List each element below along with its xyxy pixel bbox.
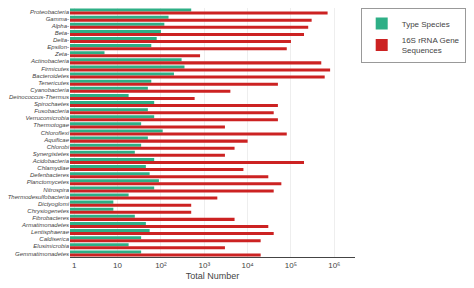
svg-text:Spirochaetes: Spirochaetes <box>34 101 69 107</box>
svg-text:Actinobacteria: Actinobacteria <box>30 58 70 64</box>
svg-text:Fibrobacteres: Fibrobacteres <box>32 215 69 221</box>
svg-text:Proteobacteria: Proteobacteria <box>30 9 70 15</box>
svg-text:Elusimicrobia: Elusimicrobia <box>33 243 69 249</box>
svg-text:Gamma-: Gamma- <box>46 16 69 22</box>
svg-text:Tenericutes: Tenericutes <box>38 80 69 86</box>
svg-text:Total Number: Total Number <box>186 271 240 281</box>
svg-text:Defenbacteres: Defenbacteres <box>30 172 69 178</box>
svg-text:Aquificae: Aquificae <box>43 137 69 143</box>
svg-text:Chloroflexi: Chloroflexi <box>41 130 70 136</box>
svg-text:Delta-: Delta- <box>53 37 69 43</box>
svg-text:Alpha-: Alpha- <box>51 23 69 29</box>
svg-text:Cyanobacteria: Cyanobacteria <box>30 87 69 93</box>
svg-text:10³: 10³ <box>198 261 210 270</box>
svg-text:10²: 10² <box>155 261 167 270</box>
svg-text:Planctomycetes: Planctomycetes <box>27 179 69 185</box>
svg-text:Thermodesulfobacteria: Thermodesulfobacteria <box>8 194 70 200</box>
svg-text:Dictyoglomi: Dictyoglomi <box>38 201 70 207</box>
svg-text:Lentisphaerae: Lentisphaerae <box>31 229 70 235</box>
svg-text:Deinococcus-Thermus: Deinococcus-Thermus <box>9 94 69 100</box>
svg-text:Acidobacteria: Acidobacteria <box>32 158 70 164</box>
svg-text:10⁴: 10⁴ <box>241 261 254 270</box>
svg-text:Caldiserica: Caldiserica <box>39 236 69 242</box>
svg-text:10⁵: 10⁵ <box>285 261 297 270</box>
svg-text:Firmicutes: Firmicutes <box>41 66 69 72</box>
svg-text:10⁶: 10⁶ <box>328 261 340 270</box>
svg-text:Verrucomicrobia: Verrucomicrobia <box>26 115 70 121</box>
svg-text:Zeta-: Zeta- <box>54 51 69 57</box>
svg-text:Chlorobi: Chlorobi <box>47 144 70 150</box>
svg-text:Beta-: Beta- <box>55 30 69 36</box>
svg-text:Armatimonadetes: Armatimonadetes <box>21 222 69 228</box>
svg-text:Chlamydiae: Chlamydiae <box>37 165 69 171</box>
svg-text:Synergistetes: Synergistetes <box>33 151 69 157</box>
svg-text:Epsilon-: Epsilon- <box>47 44 69 50</box>
svg-text:Gemmatimonadetes: Gemmatimonadetes <box>15 251 69 257</box>
svg-text:16S rRNA GeneSequences: 16S rRNA GeneSequences <box>402 36 460 55</box>
svg-text:Type Species: Type Species <box>402 20 450 29</box>
svg-text:Nitrospira: Nitrospira <box>43 187 69 193</box>
svg-text:Thermotogae: Thermotogae <box>33 122 69 128</box>
svg-text:1: 1 <box>72 261 77 270</box>
svg-text:10: 10 <box>113 261 122 270</box>
svg-text:Chrysiogenetes: Chrysiogenetes <box>27 208 69 214</box>
svg-text:Fusobacteria: Fusobacteria <box>34 108 69 114</box>
svg-text:Bacteroidetes: Bacteroidetes <box>32 73 69 79</box>
